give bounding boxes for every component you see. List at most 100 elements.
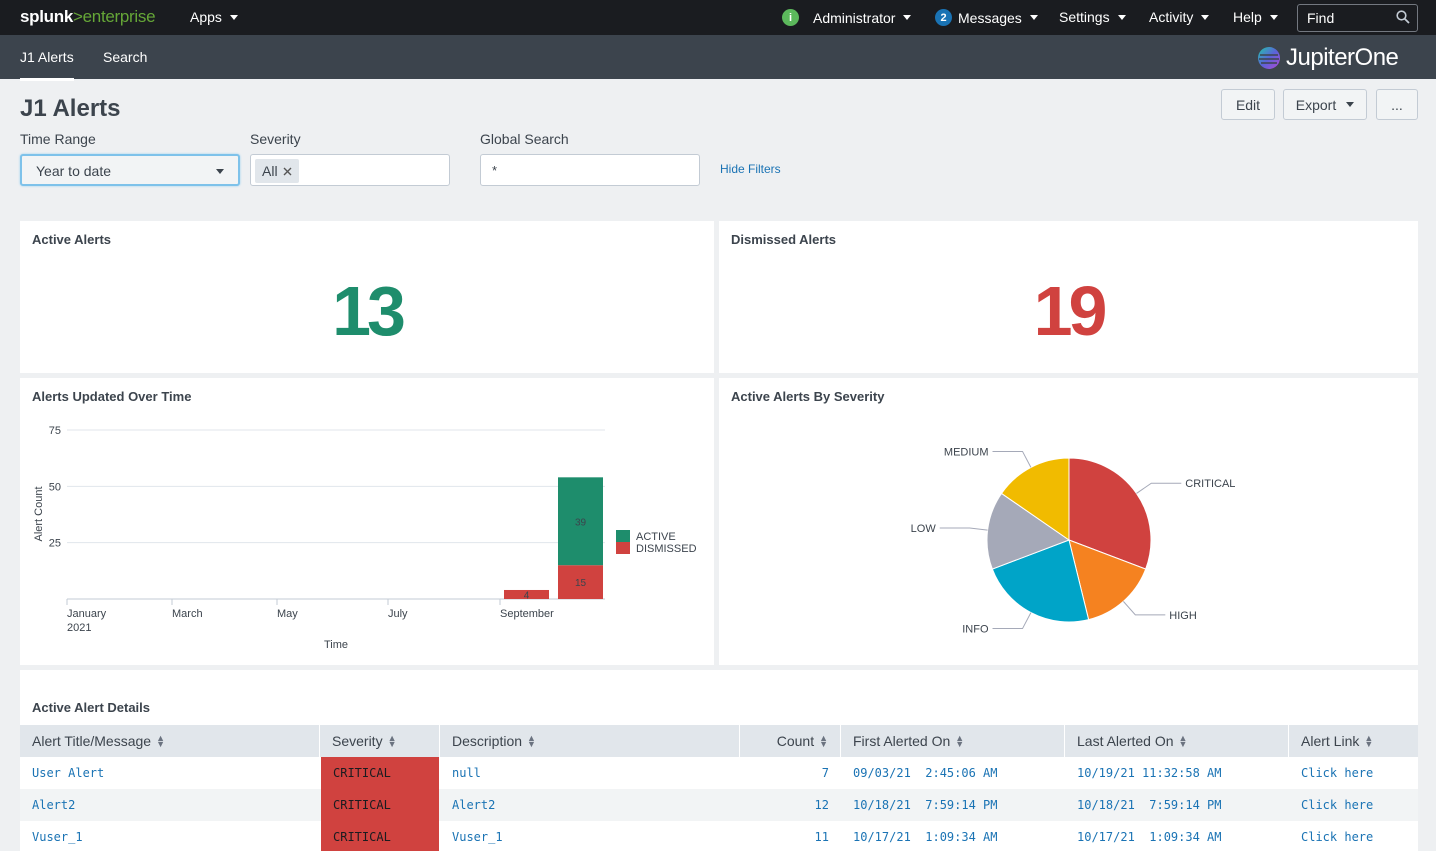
messages-menu[interactable]: 2 Messages (935, 9, 1038, 26)
column-last-alerted[interactable]: Last Alerted On ▲ ▼ (1065, 725, 1289, 757)
help-menu[interactable]: Help (1233, 9, 1278, 25)
last-alerted-cell[interactable]: 10/19/21 11:32:58 AM (1077, 766, 1222, 780)
export-button[interactable]: Export (1283, 89, 1367, 120)
nav-j1-alerts[interactable]: J1 Alerts (20, 49, 74, 81)
pie-slice-label: MEDIUM (944, 446, 989, 458)
chevron-down-icon (1346, 102, 1355, 107)
column-count[interactable]: Count ▲ ▼ (740, 725, 841, 757)
pie-slice-critical (1068, 457, 1152, 570)
status-icon: i (782, 9, 799, 26)
description-cell[interactable]: null (452, 766, 481, 780)
edit-button[interactable]: Edit (1221, 89, 1275, 120)
settings-menu[interactable]: Settings (1059, 9, 1126, 25)
panel-title: Active Alerts (32, 232, 111, 247)
pie-leader-line (992, 450, 1032, 468)
first-alerted-cell[interactable]: 10/17/21 1:09:34 AM (853, 830, 998, 844)
time-range-value: Year to date (36, 163, 111, 179)
alert-title-link[interactable]: User Alert (32, 766, 105, 780)
legend-label: ACTIVE (636, 531, 676, 543)
column-description[interactable]: Description ▲ ▼ (440, 725, 740, 757)
last-alerted-cell[interactable]: 10/18/21 7:59:14 PM (1077, 798, 1222, 812)
count-cell[interactable]: 11 (814, 830, 829, 844)
severity-cell[interactable]: CRITICAL (321, 757, 439, 789)
alert-link[interactable]: Click here (1301, 830, 1374, 844)
time-range-select[interactable]: Year to date (20, 154, 240, 186)
splunk-logo[interactable]: splunk>enterprise (20, 7, 156, 27)
count-cell[interactable]: 7 (821, 766, 829, 780)
alert-title-link[interactable]: Alert2 (32, 798, 76, 812)
alerts-over-time-panel: Alerts Updated Over Time 25 50 75 January Ma… (20, 378, 714, 665)
panel-title: Dismissed Alerts (731, 232, 837, 247)
legend-swatch (616, 542, 630, 554)
alerts-over-time-chart: 25 50 75 January March May July September 2021 Ti… (33, 425, 697, 651)
table-header: Alert Title/Message ▲ ▼ Severity ▲ ▼ Descrip… (20, 725, 1418, 757)
column-label: Description (452, 733, 523, 749)
x-tick-label: September (500, 608, 554, 620)
dismissed-alerts-value: 19 (1033, 272, 1108, 350)
last-alerted-cell[interactable]: 10/17/21 1:09:34 AM (1077, 830, 1222, 844)
sort-icon: ▲ ▼ (387, 733, 397, 749)
bar-dismissed (504, 589, 549, 599)
pie-slice-info (991, 539, 1090, 623)
find-placeholder: Find (1307, 10, 1335, 26)
alert-link[interactable]: Click here (1301, 798, 1374, 812)
pie-slice-label: CRITICAL (1185, 478, 1235, 490)
chevron-down-icon (1201, 14, 1210, 20)
column-label: First Alerted On (853, 733, 951, 749)
table-row: Vuser_1 CRITICAL Vuser_1 11 10/17/21 1:0… (20, 821, 1418, 851)
pie-slice-label: LOW (911, 523, 937, 535)
close-icon[interactable] (283, 167, 292, 176)
activity-label: Activity (1149, 9, 1194, 25)
more-label: ... (1391, 96, 1403, 113)
x-tick-label: March (172, 608, 203, 620)
severity-cell[interactable]: CRITICAL (321, 821, 439, 851)
user-menu[interactable]: i Administrator (782, 9, 912, 26)
column-alert-link[interactable]: Alert Link ▲ ▼ (1289, 725, 1418, 757)
column-alert-title[interactable]: Alert Title/Message ▲ ▼ (20, 725, 320, 757)
more-button[interactable]: ... (1376, 89, 1418, 120)
time-range-label: Time Range (20, 131, 96, 147)
column-severity[interactable]: Severity ▲ ▼ (320, 725, 440, 757)
severity-multiselect[interactable]: All (250, 154, 450, 186)
find-input[interactable]: Find (1297, 4, 1418, 32)
alerts-by-severity-chart: CRITICAL HIGH INFO LOW MEDIUM (911, 446, 1236, 636)
apps-menu[interactable]: Apps (190, 9, 238, 25)
messages-count-badge: 2 (935, 9, 952, 26)
global-search-input[interactable]: * (480, 154, 700, 186)
help-label: Help (1233, 9, 1262, 25)
first-alerted-cell[interactable]: 09/03/21 2:45:06 AM (853, 766, 998, 780)
severity-label: Severity (250, 131, 301, 147)
description-cell[interactable]: Alert2 (452, 798, 496, 812)
x-tick-sublabel: 2021 (67, 622, 91, 634)
user-label: Administrator (813, 9, 896, 26)
nav-search[interactable]: Search (103, 49, 148, 65)
alert-title-link[interactable]: Vuser_1 (32, 830, 83, 844)
global-search-value: * (492, 163, 498, 178)
panel-title: Active Alert Details (32, 700, 151, 715)
pie-slice-label: INFO (962, 624, 989, 636)
column-first-alerted[interactable]: First Alerted On ▲ ▼ (841, 725, 1065, 757)
chevron-down-icon (903, 15, 912, 20)
logo-main: splunk (20, 7, 73, 26)
search-icon (1396, 10, 1410, 24)
sort-icon: ▲ ▼ (955, 733, 965, 749)
pie-slice-label: HIGH (1169, 610, 1197, 622)
bar-dismissed (558, 565, 603, 599)
alert-link[interactable]: Click here (1301, 766, 1374, 780)
messages-label: Messages (958, 9, 1022, 26)
severity-chip: All (255, 159, 299, 183)
sort-icon: ▲ ▼ (156, 733, 165, 749)
column-label: Last Alerted On (1077, 733, 1174, 749)
description-cell[interactable]: Vuser_1 (452, 830, 503, 844)
alerts-by-severity-panel: Active Alerts By Severity CRITICAL HIGH IN… (719, 378, 1418, 665)
x-tick-label: January (67, 608, 107, 620)
hide-filters-link[interactable]: Hide Filters (720, 162, 781, 176)
first-alerted-cell[interactable]: 10/18/21 7:59:14 PM (853, 798, 998, 812)
severity-cell[interactable]: CRITICAL (321, 789, 439, 821)
sort-icon: ▲ ▼ (1178, 733, 1188, 749)
activity-menu[interactable]: Activity (1149, 9, 1210, 25)
count-cell[interactable]: 12 (814, 798, 829, 812)
x-tick-label: July (388, 608, 408, 620)
sort-icon: ▲ ▼ (1364, 733, 1374, 749)
y-tick-label: 25 (49, 538, 61, 550)
